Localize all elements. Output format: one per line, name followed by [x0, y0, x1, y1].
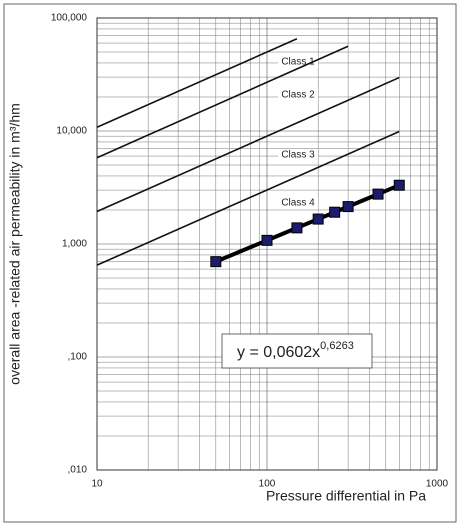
x-tick-label: 1000 — [426, 479, 449, 490]
class-label: Class 2 — [281, 90, 315, 101]
marker — [393, 179, 405, 191]
class-label: Class 4 — [281, 198, 315, 209]
y-tick-label: 100,000 — [51, 13, 88, 24]
label-background — [278, 56, 318, 68]
class-line — [96, 38, 298, 128]
equation-box — [221, 333, 373, 369]
label-background — [278, 89, 318, 101]
label-background — [278, 149, 318, 161]
class-line — [96, 130, 400, 266]
x-tick-label: 10 — [91, 479, 103, 490]
marker — [261, 234, 273, 246]
equation: y = 0,0602x0,6263 — [237, 340, 354, 361]
marker — [372, 188, 384, 200]
marker — [329, 206, 341, 218]
frame — [3, 3, 457, 523]
marker — [210, 256, 222, 268]
class-label: Class 3 — [281, 150, 315, 161]
class-label: Class 1 — [281, 57, 315, 68]
y-tick-label: 10,000 — [56, 126, 87, 137]
equation-base: y = 0,0602x — [237, 344, 320, 361]
marker — [342, 201, 354, 213]
marker — [291, 222, 303, 234]
class-line — [96, 45, 349, 159]
x-tick-label: 100 — [259, 479, 276, 490]
plot-border — [96, 17, 438, 471]
marker — [312, 213, 324, 225]
x-axis-label: Pressure differential in Pa — [266, 488, 426, 504]
y-tick-label: 1,000 — [62, 239, 87, 250]
label-background — [278, 197, 318, 209]
y-tick-label: ,010 — [68, 465, 88, 476]
equation-exponent: 0,6263 — [320, 340, 354, 352]
y-tick-label: ,100 — [68, 352, 88, 363]
class-line — [96, 76, 400, 213]
y-axis-label: overall area -related air permeability i… — [7, 103, 23, 385]
